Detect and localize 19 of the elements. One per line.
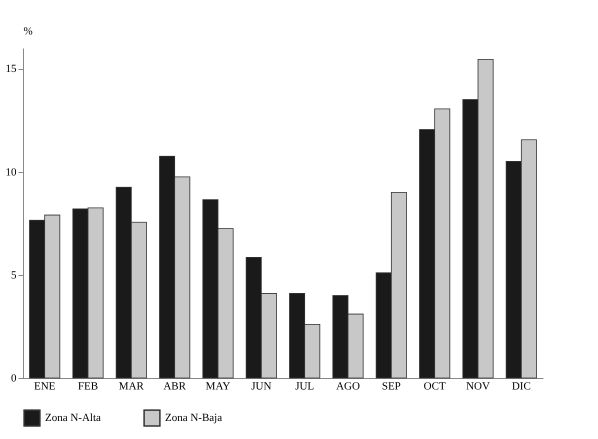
x-tick-label: FEB: [78, 380, 98, 392]
x-tick-label: JUL: [295, 380, 314, 392]
x-tick-label: MAR: [118, 380, 145, 392]
x-tick-label: OCT: [424, 380, 446, 392]
x-tick-label: ABR: [163, 380, 187, 392]
x-tick-label: DIC: [512, 380, 531, 392]
y-tick-label: 15: [6, 63, 17, 76]
x-tick-label: ENE: [34, 380, 56, 392]
y-tick-label: 0: [11, 372, 17, 384]
y-tick-label: 5: [11, 269, 17, 282]
y-axis-title: %: [24, 26, 33, 38]
legend-label: Zona N-Baja: [165, 412, 222, 424]
x-tick-label: SEP: [382, 380, 401, 392]
legend-label: Zona N-Alta: [45, 412, 102, 424]
x-tick-label: JUN: [251, 380, 272, 392]
x-tick-label: AGO: [336, 380, 360, 392]
y-tick-label: 10: [6, 166, 17, 178]
x-tick-label: NOV: [466, 380, 490, 392]
x-tick-label: MAY: [206, 380, 230, 392]
